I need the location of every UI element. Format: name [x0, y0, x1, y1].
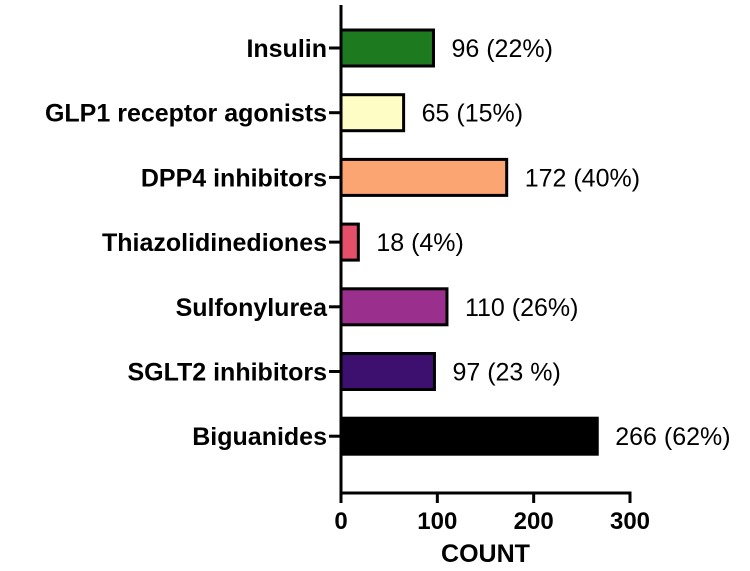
- data-label-dpp4-inhibitors: 172 (40%): [525, 164, 640, 192]
- category-label-dpp4-inhibitors: DPP4 inhibitors: [141, 164, 327, 192]
- bar-sulfonylurea: [339, 287, 449, 327]
- bar-thiazolidinediones: [339, 222, 360, 262]
- bars-group: [339, 28, 599, 456]
- x-tick-label-300: 300: [610, 508, 650, 535]
- data-label-sglt2-inhibitors: 97 (23 %): [452, 359, 560, 387]
- data-labels-group: 96 (22%) 65 (15%) 172 (40%) 18 (4%) 110 (26%…: [376, 35, 730, 451]
- data-label-sulfonylurea: 110 (26%): [465, 294, 579, 322]
- category-label-thiazolidinediones: Thiazolidinediones: [102, 229, 327, 257]
- bar-biguanides: [339, 416, 599, 456]
- bar-dpp4-inhibitors: [339, 157, 509, 197]
- data-label-insulin: 96 (22%): [451, 35, 552, 63]
- x-tick-labels-group: 0 100 200 300: [334, 508, 650, 535]
- bar-glp1-receptor-agonists: [339, 93, 406, 133]
- bar-sglt2-inhibitors: [339, 352, 436, 391]
- category-ticks-group: [329, 46, 341, 438]
- category-label-glp1-receptor-agonists: GLP1 receptor agonists: [45, 100, 327, 128]
- x-ticks-group: [339, 493, 632, 503]
- x-axis-title: COUNT: [441, 540, 530, 568]
- x-tick-label-100: 100: [417, 508, 457, 535]
- data-label-glp1-receptor-agonists: 65 (15%): [422, 100, 523, 128]
- category-label-sulfonylurea: Sulfonylurea: [176, 294, 329, 322]
- x-tick-label-0: 0: [334, 508, 347, 535]
- category-label-insulin: Insulin: [246, 35, 327, 63]
- x-tick-label-200: 200: [514, 508, 554, 535]
- category-labels-group: Insulin GLP1 receptor agonists DPP4 inhibi…: [45, 35, 328, 451]
- bar-insulin: [339, 28, 435, 68]
- category-label-biguanides: Biguanides: [192, 423, 327, 451]
- data-label-thiazolidinediones: 18 (4%): [376, 229, 464, 257]
- data-label-biguanides: 266 (62%): [615, 423, 730, 451]
- category-label-sglt2-inhibitors: SGLT2 inhibitors: [127, 359, 327, 387]
